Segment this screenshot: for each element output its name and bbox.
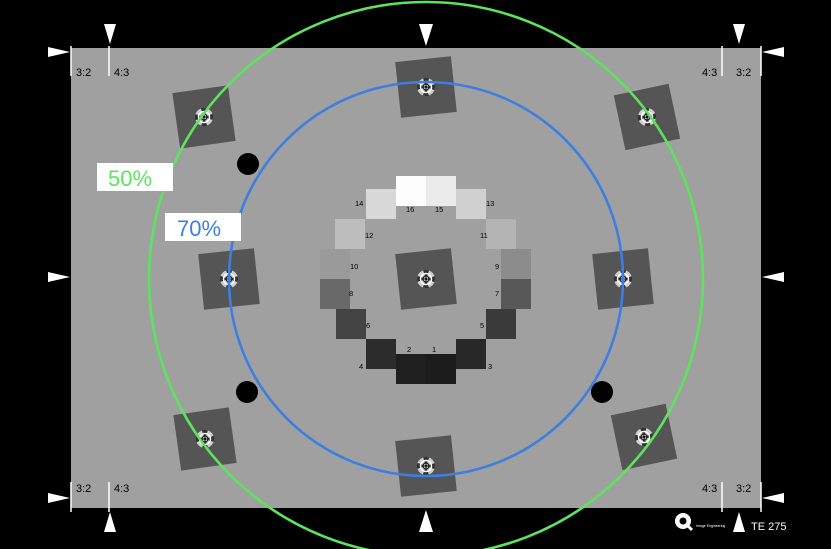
gray-patch-4 [366, 339, 396, 369]
gray-patch-label: 16 [406, 205, 414, 214]
brand-name: Image Engineering [696, 524, 725, 528]
gray-patch-label: 2 [407, 345, 411, 354]
ratio-label-4-3: 4:3 [702, 67, 717, 79]
label-70-percent: 70% [165, 213, 241, 241]
gray-patch-label: 6 [366, 321, 370, 330]
gray-patch-16 [396, 176, 426, 206]
gray-patch-label: 4 [359, 362, 363, 371]
gray-patch-2 [396, 354, 426, 384]
label-70-text: 70% [177, 216, 221, 241]
gray-patch-label: 13 [486, 199, 494, 208]
ratio-label-3-2: 3:2 [76, 483, 91, 495]
gray-patch-label: 3 [488, 362, 492, 371]
gray-patch-label: 15 [435, 205, 443, 214]
star-patch [614, 84, 680, 150]
star-patch [172, 85, 235, 148]
ratio-label-4-3: 4:3 [114, 483, 129, 495]
label-50-text: 50% [108, 166, 152, 191]
gray-patch-15 [426, 176, 456, 206]
gray-patch-12 [335, 219, 365, 249]
ratio-label-4-3: 4:3 [702, 483, 717, 495]
gray-patch-label: 7 [495, 289, 499, 298]
star-patch [395, 56, 457, 118]
gray-patch-8 [320, 279, 350, 309]
gray-patch-3 [456, 339, 486, 369]
label-50-percent: 50% [97, 163, 173, 191]
gray-patch-13 [456, 189, 486, 219]
gray-patch-5 [486, 309, 516, 339]
gray-patch-9 [501, 249, 531, 279]
star-patch [395, 435, 457, 497]
gray-patch-14 [366, 189, 396, 219]
model-label: TE 275 [751, 521, 786, 533]
gray-patch-6 [336, 309, 366, 339]
gray-patch-1 [426, 354, 456, 384]
ratio-label-4-3: 4:3 [114, 67, 129, 79]
ratio-label-3-2: 3:2 [76, 67, 91, 79]
gray-patch-label: 5 [480, 321, 484, 330]
gray-patch-label: 8 [349, 289, 353, 298]
gray-patch-7 [501, 279, 531, 309]
ratio-label-3-2: 3:2 [736, 483, 751, 495]
ratio-label-3-2: 3:2 [736, 67, 751, 79]
gray-patch-10 [320, 249, 350, 279]
gray-patch-label: 9 [495, 262, 499, 271]
gray-patch-label: 12 [365, 231, 373, 240]
gray-patch-label: 14 [355, 199, 363, 208]
gray-patch-label: 1 [432, 345, 436, 354]
star-patch [173, 407, 236, 470]
gray-patch-label: 10 [350, 262, 358, 271]
gray-patch-11 [486, 219, 516, 249]
star-patch [395, 248, 457, 310]
gray-patch-label: 11 [480, 231, 488, 240]
